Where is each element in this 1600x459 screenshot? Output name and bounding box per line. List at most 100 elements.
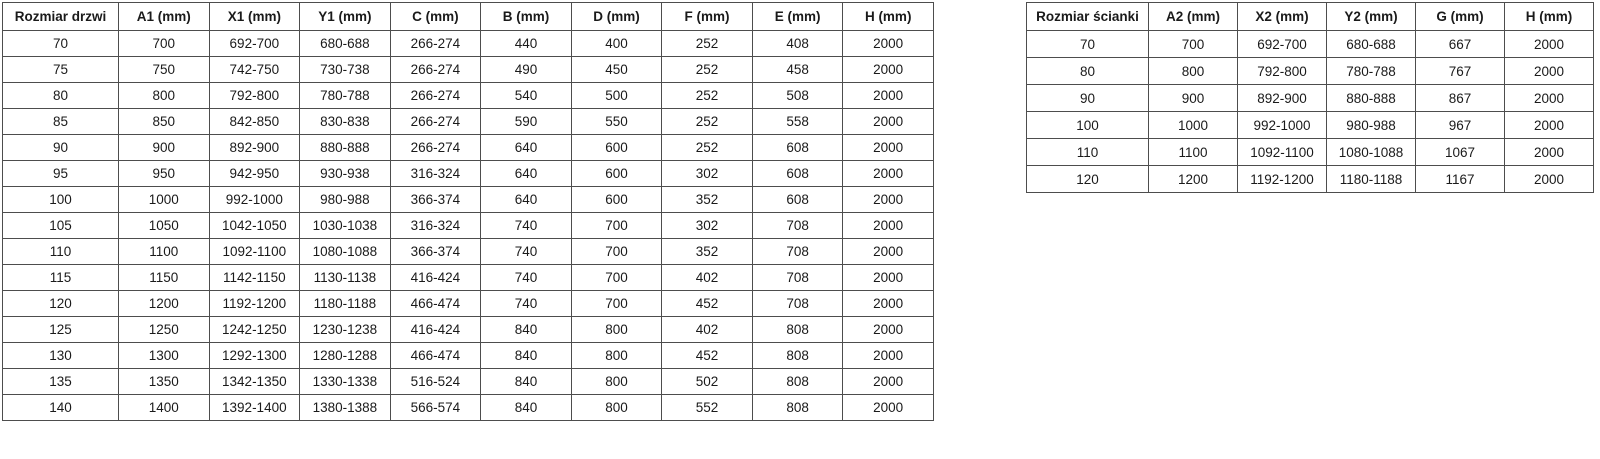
cell: 1250 xyxy=(118,316,210,343)
cell: 1400 xyxy=(118,394,210,421)
cell: 2000 xyxy=(1504,84,1594,112)
cell: 508 xyxy=(751,82,844,109)
cell: 266-274 xyxy=(389,134,482,161)
cell: 800 xyxy=(570,394,663,421)
cell: 366-374 xyxy=(389,186,482,213)
cell: 1350 xyxy=(118,368,210,395)
cell: 892-900 xyxy=(208,134,301,161)
cell: 1067 xyxy=(1415,138,1505,166)
cell: 750 xyxy=(118,56,210,83)
cell: 600 xyxy=(570,160,663,187)
cell: 700 xyxy=(118,30,210,57)
cell: 608 xyxy=(751,186,844,213)
cell: 266-274 xyxy=(389,56,482,83)
column-header: Rozmiar ścianki xyxy=(1026,2,1149,31)
cell: 80 xyxy=(1026,57,1149,85)
table-row: 105 1050 1042-1050 1030-1038 316-324 740 700 30… xyxy=(2,212,934,239)
cell: 708 xyxy=(751,238,844,265)
cell: 2000 xyxy=(842,290,934,317)
cell: 780-788 xyxy=(299,82,391,109)
cell: 452 xyxy=(661,342,753,369)
column-header: X2 (mm) xyxy=(1237,2,1327,31)
cell: 1330-1338 xyxy=(299,368,391,395)
cell: 70 xyxy=(1026,30,1149,58)
cell: 110 xyxy=(1026,138,1149,166)
cell: 100 xyxy=(1026,111,1149,139)
cell: 266-274 xyxy=(389,82,482,109)
cell: 352 xyxy=(661,186,753,213)
column-header: Y1 (mm) xyxy=(299,2,391,31)
column-header: H (mm) xyxy=(1504,2,1594,31)
table-row: 100 1000 992-1000 980-988 967 2000 xyxy=(1026,111,1594,139)
cell: 808 xyxy=(751,316,844,343)
cell: 130 xyxy=(2,342,119,369)
cell: 75 xyxy=(2,56,119,83)
cell: 2000 xyxy=(842,264,934,291)
cell: 450 xyxy=(570,56,663,83)
column-header: C (mm) xyxy=(389,2,482,31)
column-header: D (mm) xyxy=(570,2,663,31)
cell: 800 xyxy=(570,342,663,369)
table-row: 70 700 692-700 680-688 266-274 440 400 252 408 20… xyxy=(2,30,934,57)
column-header: E (mm) xyxy=(751,2,844,31)
cell: 402 xyxy=(661,316,753,343)
cell: 708 xyxy=(751,290,844,317)
cell: 1130-1138 xyxy=(299,264,391,291)
cell: 1230-1238 xyxy=(299,316,391,343)
cell: 70 xyxy=(2,30,119,57)
cell: 1042-1050 xyxy=(208,212,301,239)
cell: 302 xyxy=(661,212,753,239)
cell: 1092-1100 xyxy=(208,238,301,265)
header-row: Rozmiar drzwi A1 (mm) X1 (mm) Y1 (mm) C (mm)… xyxy=(2,2,934,31)
cell: 252 xyxy=(661,56,753,83)
cell: 742-750 xyxy=(208,56,301,83)
cell: 366-374 xyxy=(389,238,482,265)
table-row: 140 1400 1392-1400 1380-1388 566-574 840 800 55… xyxy=(2,394,934,421)
table-row: 90 900 892-900 880-888 266-274 640 600 252 608 20… xyxy=(2,134,934,161)
cell: 1080-1088 xyxy=(299,238,391,265)
cell: 1000 xyxy=(1148,111,1238,139)
cell: 800 xyxy=(570,368,663,395)
column-header: Rozmiar drzwi xyxy=(2,2,119,31)
cell: 880-888 xyxy=(299,134,391,161)
cell: 840 xyxy=(480,368,572,395)
cell: 85 xyxy=(2,108,119,135)
cell: 900 xyxy=(118,134,210,161)
cell: 840 xyxy=(480,316,572,343)
cell: 700 xyxy=(1148,30,1238,58)
cell: 105 xyxy=(2,212,119,239)
cell: 950 xyxy=(118,160,210,187)
column-header: H (mm) xyxy=(842,2,934,31)
cell: 2000 xyxy=(842,30,934,57)
table-row: 95 950 942-950 930-938 316-324 640 600 302 608 20… xyxy=(2,160,934,187)
cell: 850 xyxy=(118,108,210,135)
cell: 2000 xyxy=(1504,57,1594,85)
cell: 900 xyxy=(1148,84,1238,112)
cell: 808 xyxy=(751,394,844,421)
cell: 90 xyxy=(2,134,119,161)
cell: 110 xyxy=(2,238,119,265)
cell: 1142-1150 xyxy=(208,264,301,291)
cell: 800 xyxy=(570,316,663,343)
cell: 1167 xyxy=(1415,165,1505,193)
cell: 808 xyxy=(751,342,844,369)
cell: 80 xyxy=(2,82,119,109)
cell: 416-424 xyxy=(389,264,482,291)
cell: 2000 xyxy=(842,186,934,213)
cell: 2000 xyxy=(1504,138,1594,166)
cell: 680-688 xyxy=(1326,30,1416,58)
cell: 90 xyxy=(1026,84,1149,112)
cell: 540 xyxy=(480,82,572,109)
cell: 1280-1288 xyxy=(299,342,391,369)
column-header: B (mm) xyxy=(480,2,572,31)
cell: 500 xyxy=(570,82,663,109)
cell: 316-324 xyxy=(389,160,482,187)
cell: 2000 xyxy=(842,56,934,83)
cell: 980-988 xyxy=(1326,111,1416,139)
cell: 400 xyxy=(570,30,663,57)
cell: 100 xyxy=(2,186,119,213)
cell: 1392-1400 xyxy=(208,394,301,421)
cell: 1192-1200 xyxy=(208,290,301,317)
cell: 1292-1300 xyxy=(208,342,301,369)
cell: 840 xyxy=(480,394,572,421)
